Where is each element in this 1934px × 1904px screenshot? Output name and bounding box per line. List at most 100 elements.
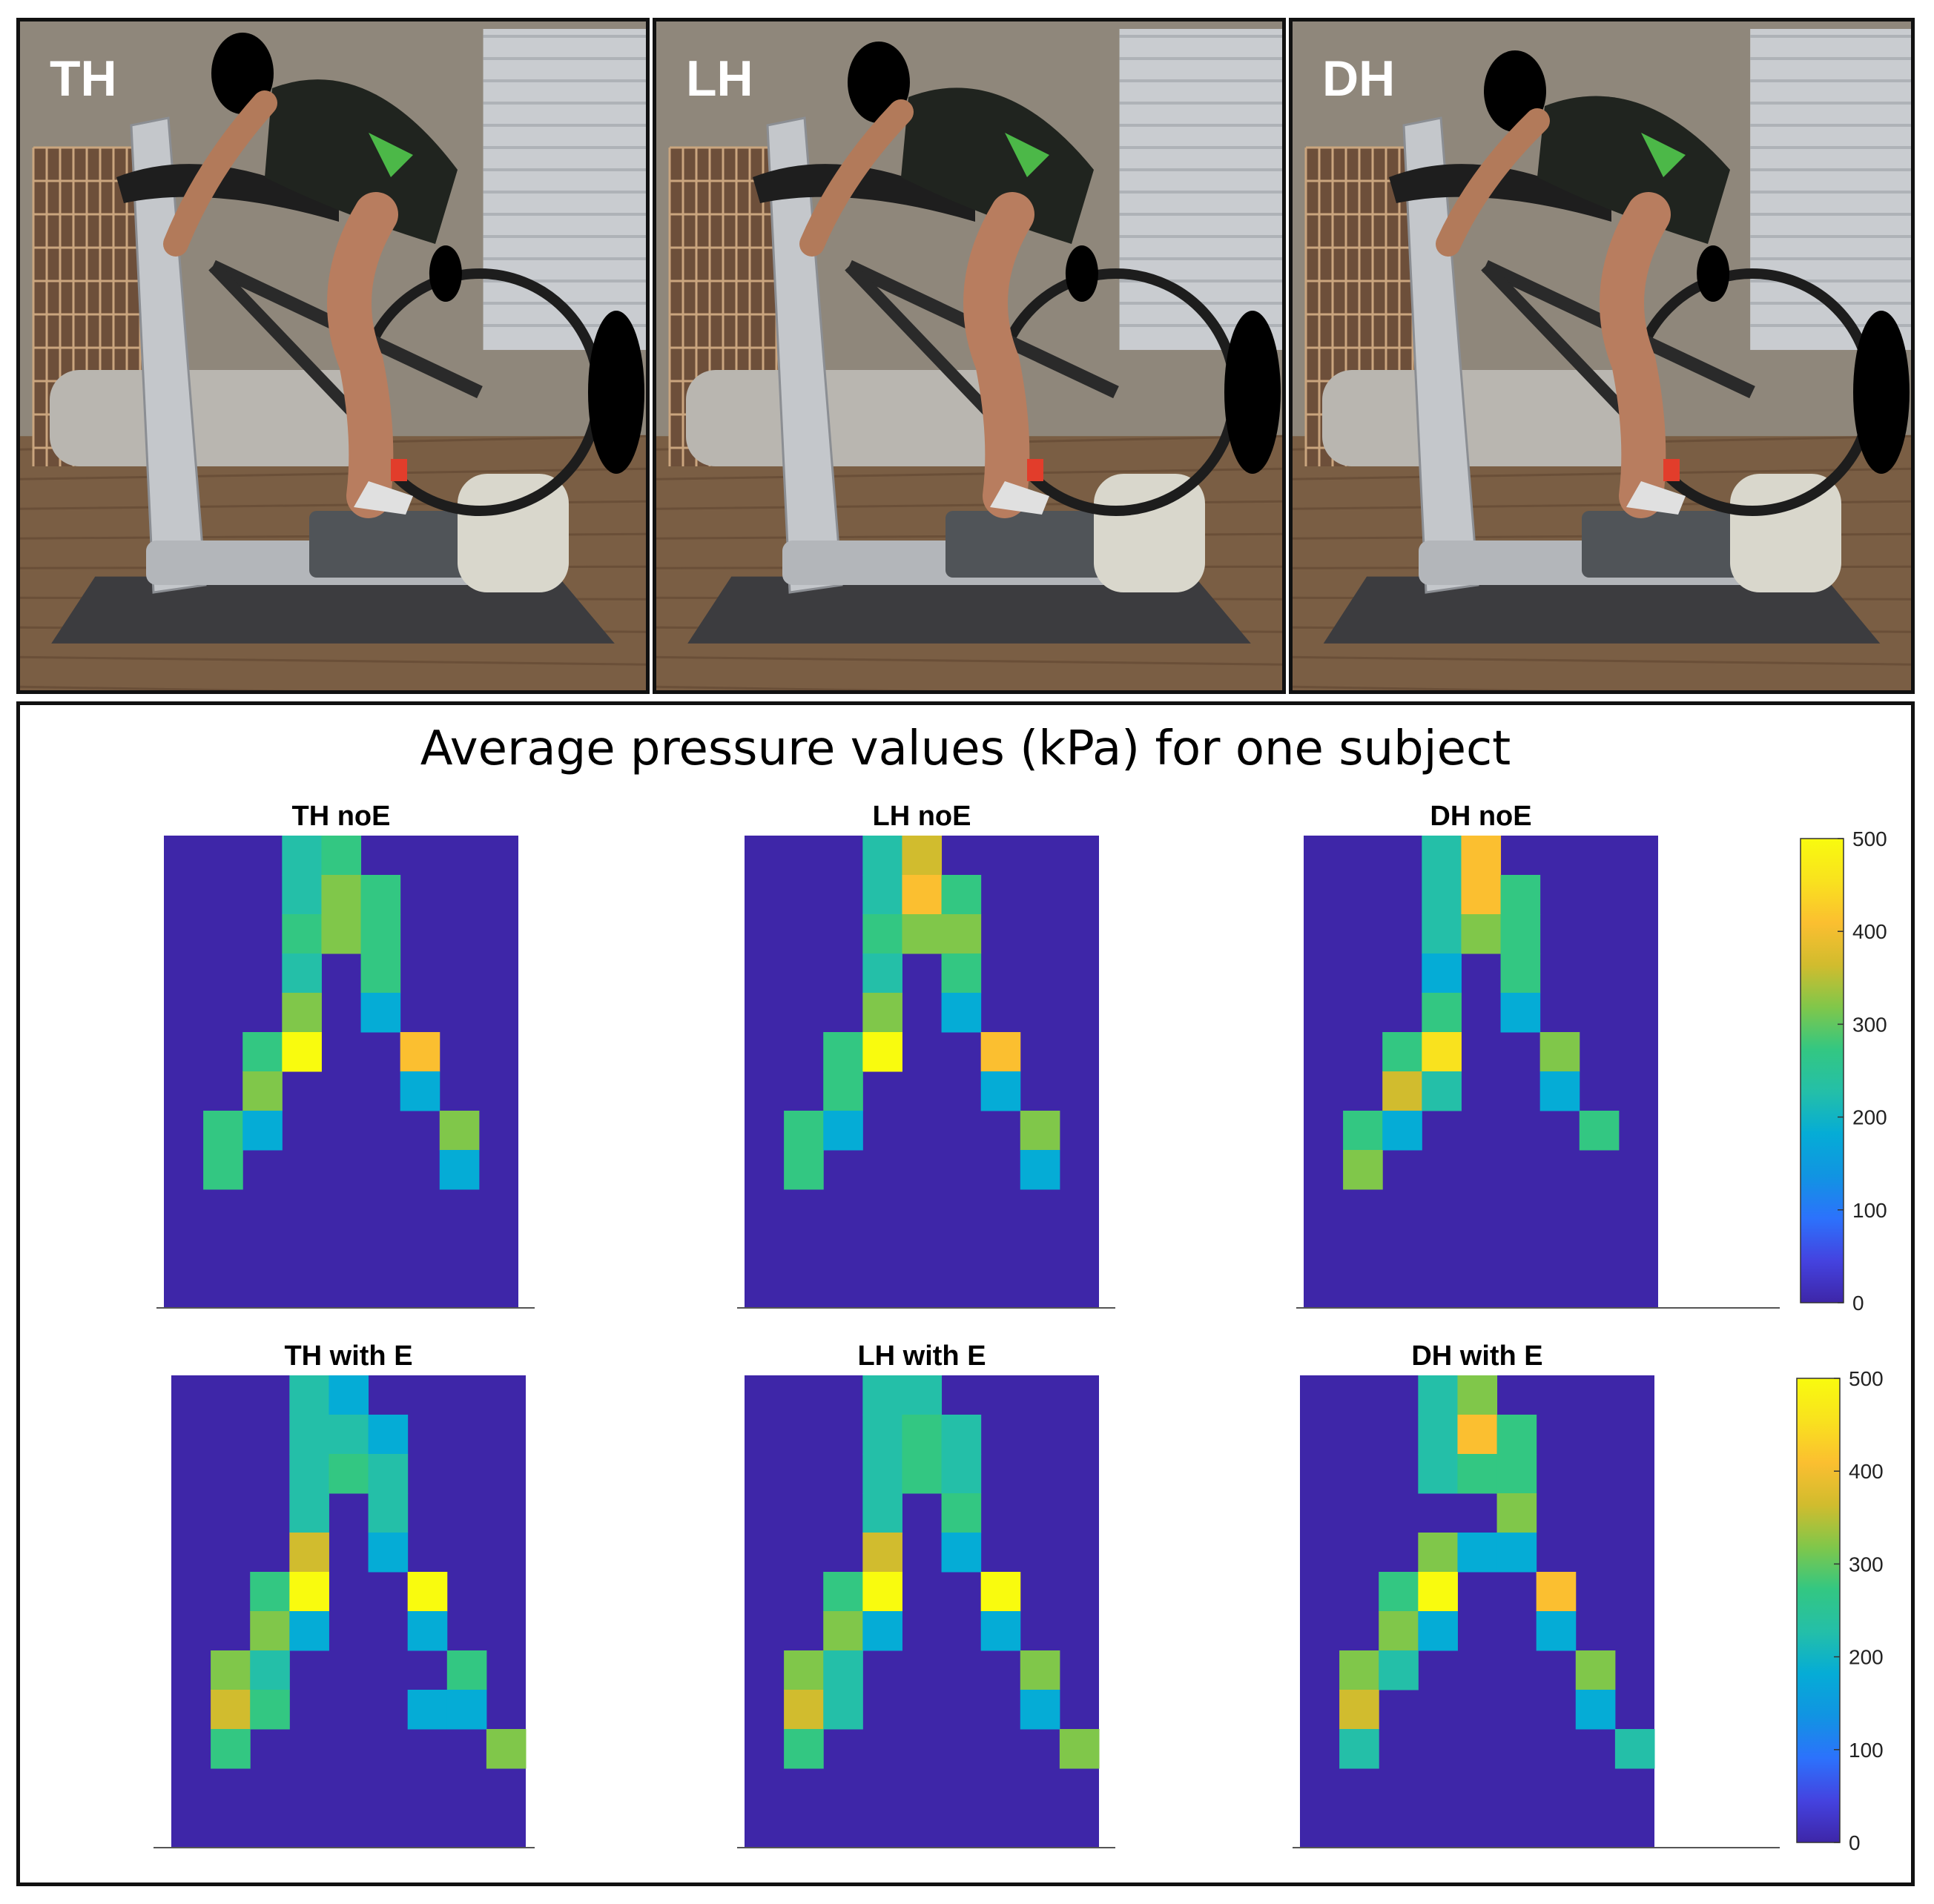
heatmap-cell bbox=[1457, 1415, 1498, 1455]
heatmap-cell bbox=[1496, 1454, 1537, 1494]
heatmap-cell bbox=[1461, 875, 1502, 915]
heatmap-cell bbox=[282, 1032, 322, 1072]
floor-plank bbox=[20, 685, 300, 690]
heatmap-cell bbox=[862, 1611, 902, 1651]
heatmap-cell bbox=[329, 1375, 369, 1415]
colorbar-tick-label: 400 bbox=[1849, 1460, 1884, 1483]
heatmap-cell bbox=[329, 1454, 369, 1494]
colorbar-gradient bbox=[1796, 1378, 1841, 1843]
heatmap-cell bbox=[1536, 1611, 1577, 1651]
rider-leg bbox=[963, 192, 1034, 518]
floor-mat bbox=[51, 576, 615, 644]
colorbar-tick-label: 200 bbox=[1852, 1106, 1887, 1129]
heatmap-cell bbox=[1539, 1071, 1580, 1111]
window bbox=[1119, 29, 1282, 350]
floor-plank bbox=[1293, 685, 1568, 690]
flywheel-housing bbox=[1094, 474, 1205, 592]
heatmap-cell bbox=[980, 1572, 1021, 1612]
heatmap-cell bbox=[784, 1111, 824, 1151]
privacy-mask bbox=[588, 311, 644, 474]
heatmap-cell bbox=[1418, 1611, 1458, 1651]
heatmap-cell bbox=[282, 914, 322, 954]
heatmap-cell bbox=[862, 836, 902, 876]
heatmap-cell bbox=[360, 875, 401, 915]
privacy-mask bbox=[1224, 311, 1281, 474]
heatmap-cell bbox=[282, 875, 322, 915]
heatmap-cell bbox=[941, 953, 982, 994]
heatmap-cell bbox=[486, 1729, 527, 1769]
photo-label-th: TH bbox=[50, 50, 117, 107]
aero-bars bbox=[116, 164, 339, 222]
heatmap-cell bbox=[289, 1533, 329, 1573]
heatmap-cell bbox=[1422, 993, 1462, 1033]
heatmap-cell bbox=[862, 1572, 902, 1612]
heatmap-cell bbox=[1382, 1032, 1422, 1072]
colorbar-tick-label: 300 bbox=[1849, 1553, 1884, 1576]
heatmap-cell bbox=[368, 1454, 409, 1494]
floor-plank bbox=[656, 467, 1282, 480]
heatmap-cell bbox=[242, 1032, 283, 1072]
heatmap-cell bbox=[862, 914, 902, 954]
heatmap-cell bbox=[1500, 875, 1541, 915]
heatmap-cell bbox=[211, 1690, 251, 1730]
colorbar: 0 100 200 300 400 500 bbox=[1800, 827, 1887, 1315]
heatmap-cell bbox=[282, 993, 322, 1033]
heatmap-cell bbox=[1339, 1690, 1379, 1730]
heatmap-cell bbox=[400, 1032, 440, 1072]
privacy-mask bbox=[429, 245, 462, 302]
pressure-sensor-marker bbox=[1027, 459, 1043, 481]
heatmap-cell bbox=[1539, 1032, 1580, 1072]
heatmap-panel: TH noE bbox=[156, 801, 535, 1309]
heatmap-cell bbox=[1457, 1533, 1498, 1573]
floor-mat bbox=[1323, 576, 1881, 644]
colorbar-gradient bbox=[1800, 838, 1844, 1303]
heatmap-cell bbox=[242, 1111, 283, 1151]
heatmap-cell bbox=[941, 1415, 982, 1455]
heatmap-cell bbox=[1422, 1032, 1462, 1072]
heatmap-cell bbox=[250, 1611, 290, 1651]
heatmap-cell bbox=[1382, 1071, 1422, 1111]
heatmap-cell bbox=[282, 836, 322, 876]
heatmap-cell bbox=[1461, 914, 1502, 954]
heatmap-cell bbox=[1575, 1650, 1616, 1690]
heatmap-cell bbox=[823, 1111, 863, 1151]
heatmap-cell bbox=[289, 1454, 329, 1494]
rider-leg bbox=[327, 192, 398, 518]
heatmap-cell bbox=[250, 1650, 290, 1690]
colorbar-tick-label: 400 bbox=[1852, 920, 1887, 943]
heatmap-cell bbox=[329, 1415, 369, 1455]
heatmap-cell bbox=[1418, 1415, 1458, 1455]
floor-mat bbox=[687, 576, 1251, 644]
pressure-figure: Average pressure values (kPa) for one su… bbox=[16, 701, 1915, 1886]
heatmap-cell bbox=[902, 1375, 943, 1415]
heatmap-cell bbox=[250, 1690, 290, 1730]
heatmap-cell bbox=[941, 914, 982, 954]
heatmap-cell bbox=[282, 953, 322, 994]
rider-arm bbox=[1436, 108, 1550, 257]
heatmap-cell bbox=[823, 1690, 863, 1730]
heatmap-cell bbox=[1418, 1572, 1458, 1612]
cyclist-photo bbox=[1293, 22, 1911, 690]
privacy-mask bbox=[1065, 245, 1098, 302]
heatmap-cell bbox=[446, 1690, 487, 1730]
heatmap-cell bbox=[289, 1375, 329, 1415]
heatmap-cell bbox=[1496, 1493, 1537, 1533]
heatmap-cell bbox=[784, 1150, 824, 1190]
photo-strip: TH LH DH bbox=[16, 18, 1915, 694]
treadmill bbox=[50, 370, 376, 466]
panel-title: DH noE bbox=[1430, 801, 1531, 832]
heatmap-cell bbox=[1500, 993, 1541, 1033]
heatmap-cell bbox=[784, 1690, 824, 1730]
heatmap-cell bbox=[980, 1032, 1021, 1072]
heatmap-cell bbox=[407, 1611, 448, 1651]
heatmap-cell bbox=[1379, 1572, 1419, 1612]
rider-leg bbox=[1600, 192, 1671, 518]
colorbar-tick-label: 300 bbox=[1852, 1013, 1887, 1036]
jersey-accent bbox=[1641, 133, 1686, 177]
heatmap-cell bbox=[1422, 953, 1462, 994]
heatmap-cell bbox=[1500, 914, 1541, 954]
colorbar-tick-label: 100 bbox=[1849, 1739, 1884, 1762]
heatmap-cell bbox=[1496, 1415, 1537, 1455]
heatmap-cell bbox=[823, 1650, 863, 1690]
panel-title: LH noE bbox=[873, 801, 971, 832]
